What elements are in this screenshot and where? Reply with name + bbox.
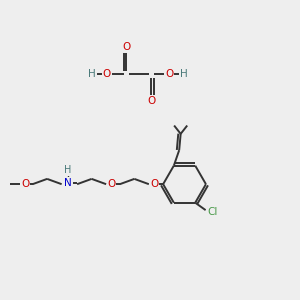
Text: O: O — [122, 43, 130, 52]
Text: N: N — [64, 178, 72, 188]
Text: H: H — [180, 69, 188, 79]
Text: O: O — [103, 69, 111, 79]
Text: O: O — [147, 96, 156, 106]
Text: H: H — [88, 69, 96, 79]
Text: Cl: Cl — [207, 207, 217, 217]
Text: O: O — [150, 179, 158, 189]
Text: H: H — [64, 165, 72, 175]
Text: O: O — [21, 179, 29, 189]
Text: O: O — [165, 69, 173, 79]
Text: O: O — [107, 179, 116, 189]
